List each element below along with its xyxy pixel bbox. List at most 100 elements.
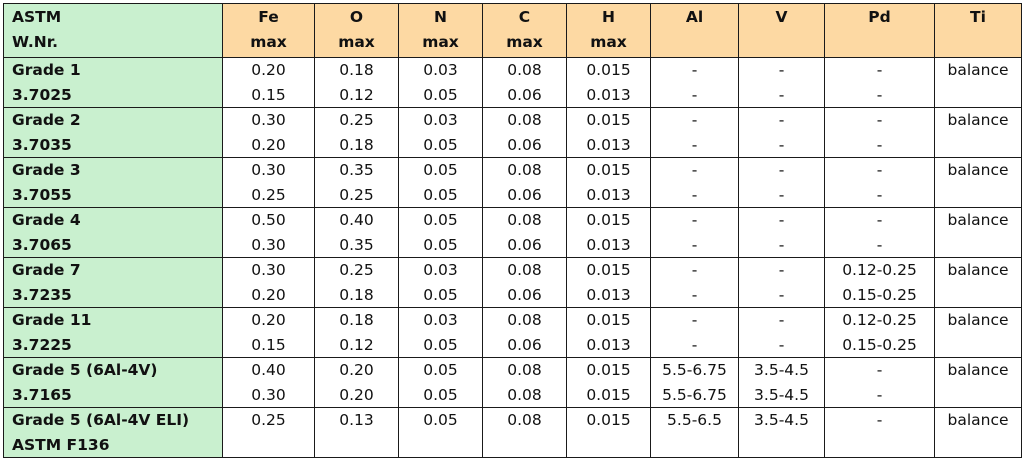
header-h-line1: H	[602, 8, 615, 26]
cell-o-line2	[315, 433, 398, 458]
cell-o: 0.18 0.12	[314, 57, 399, 108]
cell-fe-line1: 0.40	[251, 361, 286, 379]
header-ti: Ti	[934, 3, 1022, 58]
header-o-line1: O	[349, 8, 364, 26]
cell-c: 0.08	[482, 407, 567, 458]
cell-v-line1: -	[778, 61, 785, 79]
cell-ti-line2	[935, 133, 1021, 158]
cell-v-line2: -	[778, 335, 785, 354]
cell-fe-line1: 0.20	[251, 61, 286, 79]
cell-grade-line2: 3.7165	[12, 385, 72, 404]
cell-pd-line2	[825, 433, 934, 458]
header-grade-line2: W.Nr.	[12, 32, 59, 51]
cell-n: 0.03 0.05	[398, 257, 483, 308]
cell-ti-line2	[935, 83, 1021, 108]
cell-grade-line1: Grade 1	[12, 61, 81, 79]
cell-h-line2	[567, 433, 650, 458]
table-row: Grade 11 3.7225 0.20 0.15 0.18 0.12 0.03 0.05 0.…	[3, 307, 1022, 358]
cell-c-line2: 0.06	[507, 85, 542, 104]
cell-h: 0.015 0.015	[566, 357, 651, 408]
cell-v: 3.5-4.5 3.5-4.5	[738, 357, 825, 408]
cell-ti-line1: balance	[947, 211, 1009, 229]
header-pd-line2	[825, 29, 934, 54]
cell-c-line1: 0.08	[507, 111, 542, 129]
cell-grade-line1: Grade 5 (6Al-4V ELI)	[12, 411, 190, 429]
cell-c-line2: 0.06	[507, 235, 542, 254]
cell-v: --	[738, 157, 825, 208]
cell-o-line1: 0.18	[339, 311, 374, 329]
cell-ti-line1: balance	[947, 411, 1009, 429]
cell-v-line1: -	[778, 111, 785, 129]
cell-grade-line2: 3.7225	[12, 335, 72, 354]
cell-fe-line1: 0.50	[251, 211, 286, 229]
cell-ti: balance	[934, 257, 1022, 308]
cell-o: 0.18 0.12	[314, 307, 399, 358]
cell-c: 0.08 0.06	[482, 157, 567, 208]
cell-fe-line2: 0.20	[251, 285, 286, 304]
cell-al-line1: -	[691, 311, 698, 329]
cell-c-line2: 0.06	[507, 285, 542, 304]
header-ti-line1: Ti	[970, 8, 986, 26]
header-h-line2: max	[590, 32, 627, 51]
cell-grade: Grade 1 3.7025	[3, 57, 223, 108]
cell-h-line2: 0.015	[586, 385, 631, 404]
header-fe: Fe max	[222, 3, 315, 58]
cell-v-line1: -	[778, 261, 785, 279]
cell-grade-line2: 3.7235	[12, 285, 72, 304]
cell-al-line2: 5.5-6.75	[662, 385, 727, 404]
cell-ti-line2	[935, 383, 1021, 408]
table-row: Grade 1 3.7025 0.20 0.15 0.18 0.12 0.03 0.05 0.0…	[3, 57, 1022, 108]
cell-ti: balance	[934, 407, 1022, 458]
cell-h-line1: 0.015	[586, 211, 631, 229]
cell-ti-line1: balance	[947, 111, 1009, 129]
cell-pd-line1: -	[876, 361, 883, 379]
cell-c-line2	[483, 433, 566, 458]
cell-c-line1: 0.08	[507, 261, 542, 279]
cell-fe: 0.25	[222, 407, 315, 458]
cell-pd-line1: -	[876, 111, 883, 129]
cell-pd: --	[824, 107, 935, 158]
cell-fe-line1: 0.30	[251, 111, 286, 129]
cell-c-line2: 0.06	[507, 185, 542, 204]
header-n-line2: max	[422, 32, 459, 51]
header-pd: Pd	[824, 3, 935, 58]
cell-pd-line1: 0.12-0.25	[842, 311, 917, 329]
cell-v: --	[738, 57, 825, 108]
cell-n-line1: 0.05	[423, 161, 458, 179]
cell-al-line1: -	[691, 61, 698, 79]
table-row: Grade 4 3.7065 0.50 0.30 0.40 0.35 0.05 0.05 0.0…	[3, 207, 1022, 258]
cell-grade-line2: ASTM F136	[12, 435, 110, 454]
cell-h-line2: 0.013	[586, 285, 631, 304]
cell-ti-line2	[935, 233, 1021, 258]
header-al-line2	[651, 29, 738, 54]
table-row: Grade 5 (6Al-4V) 3.7165 0.40 0.30 0.20 0.20 0.…	[3, 357, 1022, 408]
cell-o-line2: 0.12	[339, 335, 374, 354]
cell-o: 0.25 0.18	[314, 257, 399, 308]
cell-grade-line1: Grade 3	[12, 161, 81, 179]
cell-n-line2: 0.05	[423, 185, 458, 204]
cell-v: --	[738, 107, 825, 158]
cell-h: 0.015 0.013	[566, 207, 651, 258]
header-ti-line2	[935, 29, 1021, 54]
cell-pd-line2: -	[876, 385, 883, 404]
cell-ti-line1: balance	[947, 261, 1009, 279]
cell-pd-line2: -	[876, 235, 883, 254]
cell-n-line1: 0.05	[423, 211, 458, 229]
cell-v: --	[738, 207, 825, 258]
cell-c: 0.08 0.06	[482, 307, 567, 358]
cell-v: 3.5-4.5	[738, 407, 825, 458]
cell-v-line2	[739, 433, 824, 458]
cell-v-line1: -	[778, 211, 785, 229]
cell-c-line1: 0.08	[507, 161, 542, 179]
cell-al: --	[650, 107, 739, 158]
cell-o: 0.13	[314, 407, 399, 458]
cell-fe-line2: 0.25	[251, 185, 286, 204]
cell-h: 0.015 0.013	[566, 157, 651, 208]
cell-h-line1: 0.015	[586, 111, 631, 129]
header-al: Al	[650, 3, 739, 58]
cell-n: 0.03 0.05	[398, 57, 483, 108]
cell-pd: -	[824, 407, 935, 458]
